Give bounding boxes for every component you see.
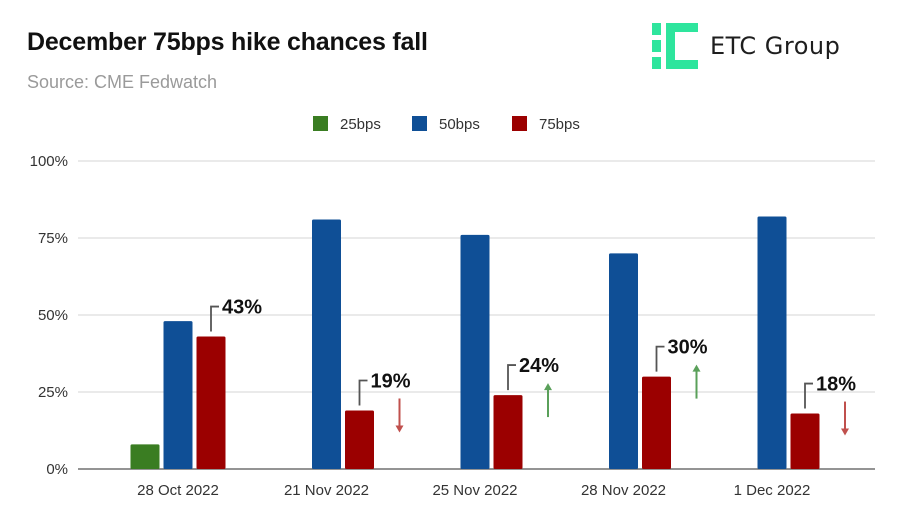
legend-swatch-25bps xyxy=(313,116,328,131)
arrow-up-icon xyxy=(692,364,701,399)
bar-50bps-4 xyxy=(757,216,787,469)
bar-50bps-3 xyxy=(609,253,638,469)
legend-swatch-50bps xyxy=(412,116,427,131)
annotation-label: 43% xyxy=(222,297,262,319)
y-tick-label: 0% xyxy=(46,461,68,478)
y-tick-label: 50% xyxy=(38,307,68,324)
legend-label-25bps: 25bps xyxy=(340,116,381,133)
logo-text: ETC Group xyxy=(710,32,841,60)
annotation-label: 30% xyxy=(668,337,708,359)
bar-25bps-0 xyxy=(130,444,160,469)
bar-50bps-2 xyxy=(460,234,490,469)
legend: 25bps 50bps 75bps xyxy=(313,116,580,133)
arrow-down-icon xyxy=(841,401,849,436)
legend-label-75bps: 75bps xyxy=(539,116,580,133)
bar-75bps-1 xyxy=(345,410,374,469)
legend-label-50bps: 50bps xyxy=(439,116,480,133)
arrow-up-icon xyxy=(544,383,552,418)
y-axis-ticks: 0% 25% 50% 75% 100% xyxy=(30,153,68,478)
bar-75bps-0 xyxy=(196,336,226,469)
bar-75bps-3 xyxy=(642,376,671,469)
annotations: 43% 19% 24% 30% 18% xyxy=(210,297,856,436)
etc-group-logo: ETC Group xyxy=(652,22,840,70)
x-axis-ticks: 28 Oct 2022 21 Nov 2022 25 Nov 2022 28 Nov … xyxy=(137,482,810,499)
annotation-label: 18% xyxy=(816,374,856,396)
annotation-leader xyxy=(507,364,516,391)
x-tick-label: 25 Nov 2022 xyxy=(432,482,517,499)
legend-swatch-75bps xyxy=(512,116,527,131)
annotation-label: 24% xyxy=(519,355,559,377)
x-tick-label: 28 Nov 2022 xyxy=(581,482,666,499)
x-tick-label: 1 Dec 2022 xyxy=(734,482,811,499)
bar-50bps-1 xyxy=(312,219,341,469)
etc-logo-icon xyxy=(652,23,698,69)
bar-75bps-4 xyxy=(790,413,820,469)
y-tick-label: 25% xyxy=(38,384,68,401)
bar-75bps-2 xyxy=(493,395,523,469)
annotation-leader xyxy=(655,345,665,372)
annotation-leader xyxy=(210,305,219,332)
annotation-leader xyxy=(804,382,813,409)
y-tick-label: 100% xyxy=(30,153,68,170)
chart-source: Source: CME Fedwatch xyxy=(27,72,218,92)
bars xyxy=(130,216,820,469)
annotation-label: 19% xyxy=(371,370,411,392)
x-tick-label: 28 Oct 2022 xyxy=(137,482,219,499)
chart-title: December 75bps hike chances fall xyxy=(27,28,428,56)
x-tick-label: 21 Nov 2022 xyxy=(284,482,369,499)
bar-50bps-0 xyxy=(163,321,193,469)
annotation-leader xyxy=(358,379,368,406)
arrow-down-icon xyxy=(395,398,404,433)
y-tick-label: 75% xyxy=(38,230,68,247)
